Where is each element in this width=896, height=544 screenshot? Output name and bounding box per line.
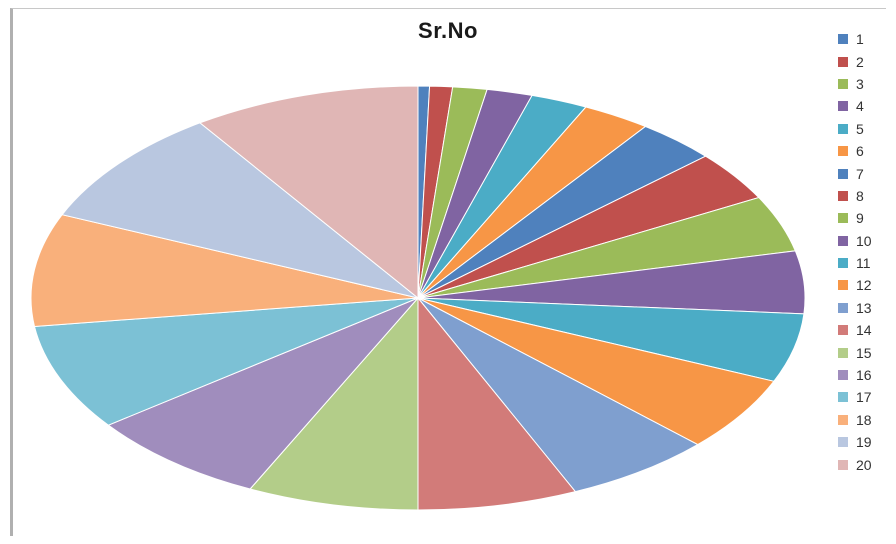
pie-slice-16 <box>107 297 419 490</box>
chart-legend: 1 2 3 4 5 6 7 8 9 10 11 12 13 14 15 16 17 18 19 20 <box>838 28 872 476</box>
pie-slice-13 <box>417 297 699 493</box>
legend-label: 12 <box>856 277 872 294</box>
legend-item-4: 4 <box>838 95 872 117</box>
legend-label: 10 <box>856 232 872 249</box>
legend-item-14: 14 <box>838 319 872 341</box>
legend-swatch <box>838 392 848 403</box>
legend-item-7: 7 <box>838 162 872 184</box>
legend-swatch <box>838 280 848 291</box>
legend-label: 5 <box>856 120 864 137</box>
legend-swatch <box>838 370 848 381</box>
legend-label: 18 <box>856 411 872 428</box>
pie-slice-14 <box>417 296 577 511</box>
legend-swatch <box>838 56 848 67</box>
pie-slice-18 <box>30 214 419 327</box>
pie-slice-17 <box>33 297 419 426</box>
legend-item-13: 13 <box>838 297 872 319</box>
legend-swatch <box>838 437 848 448</box>
legend-label: 14 <box>856 322 872 339</box>
legend-item-15: 15 <box>838 341 872 363</box>
legend-swatch <box>838 258 848 269</box>
legend-item-17: 17 <box>838 386 872 408</box>
pie-slice-15 <box>249 296 419 511</box>
legend-label: 1 <box>856 31 864 48</box>
legend-label: 13 <box>856 299 872 316</box>
legend-label: 8 <box>856 187 864 204</box>
legend-swatch <box>838 190 848 201</box>
legend-item-20: 20 <box>838 453 872 475</box>
legend-swatch <box>838 34 848 45</box>
legend-label: 3 <box>856 75 864 92</box>
legend-item-1: 1 <box>838 28 872 50</box>
legend-label: 6 <box>856 143 864 160</box>
legend-item-10: 10 <box>838 230 872 252</box>
legend-item-16: 16 <box>838 364 872 386</box>
legend-swatch <box>838 414 848 425</box>
legend-label: 2 <box>856 53 864 70</box>
pie-slice-20 <box>199 85 419 300</box>
legend-item-6: 6 <box>838 140 872 162</box>
legend-item-2: 2 <box>838 50 872 72</box>
legend-label: 11 <box>856 255 871 272</box>
legend-swatch <box>838 146 848 157</box>
legend-swatch <box>838 325 848 336</box>
legend-swatch <box>838 213 848 224</box>
legend-swatch <box>838 235 848 246</box>
legend-swatch <box>838 123 848 134</box>
legend-item-8: 8 <box>838 185 872 207</box>
legend-label: 17 <box>856 389 872 406</box>
legend-label: 16 <box>856 367 872 384</box>
pie-slice-19 <box>61 122 419 299</box>
legend-label: 9 <box>856 210 864 227</box>
legend-item-19: 19 <box>838 431 872 453</box>
legend-item-12: 12 <box>838 274 872 296</box>
legend-swatch <box>838 302 848 313</box>
legend-swatch <box>838 78 848 89</box>
legend-swatch <box>838 168 848 179</box>
legend-item-18: 18 <box>838 409 872 431</box>
legend-item-9: 9 <box>838 207 872 229</box>
legend-label: 15 <box>856 344 872 361</box>
legend-item-3: 3 <box>838 73 872 95</box>
chart-title: Sr.No <box>418 18 478 43</box>
legend-label: 20 <box>856 456 872 473</box>
pie-slice-12 <box>417 297 775 446</box>
legend-label: 4 <box>856 98 864 115</box>
legend-item-11: 11 <box>838 252 872 274</box>
legend-label: 7 <box>856 165 864 182</box>
legend-swatch <box>838 101 848 112</box>
legend-item-5: 5 <box>838 118 872 140</box>
legend-swatch <box>838 459 848 470</box>
legend-label: 19 <box>856 434 872 451</box>
legend-swatch <box>838 347 848 358</box>
